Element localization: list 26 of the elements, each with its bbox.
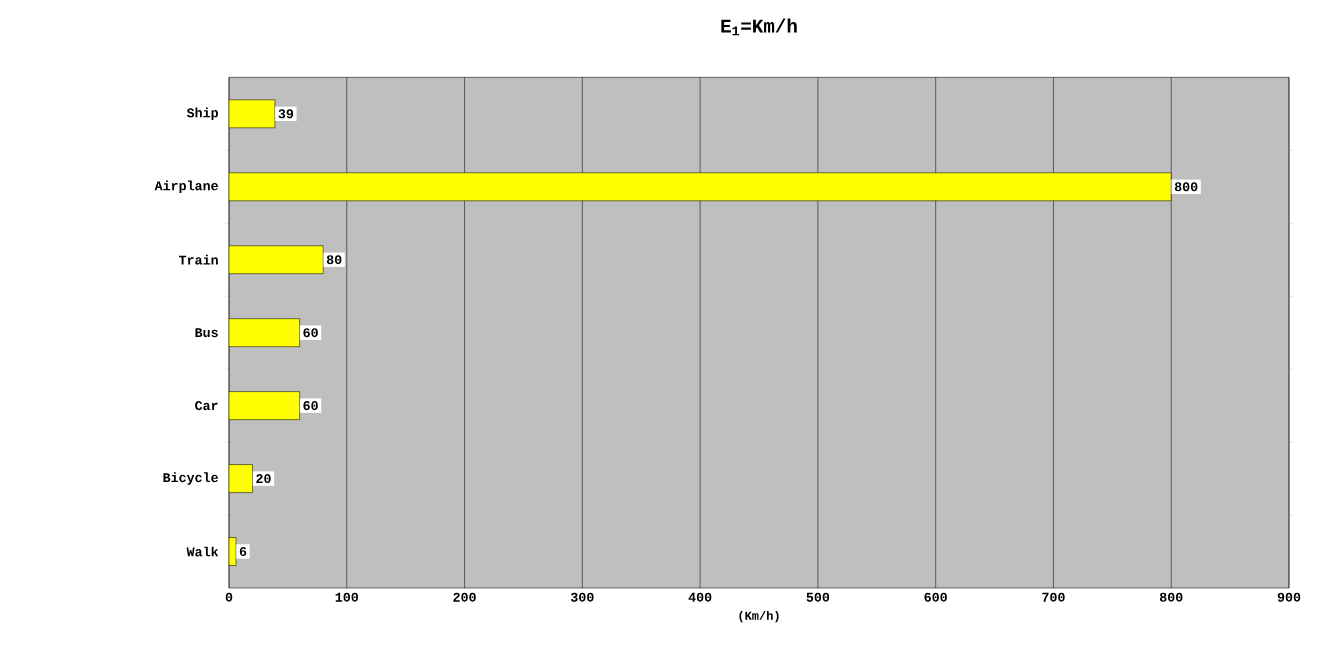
x-tick-label: 0: [225, 592, 233, 602]
data-label: 60: [303, 401, 318, 411]
x-tick-label: 700: [1042, 592, 1065, 602]
x-tick-label: 900: [1277, 592, 1301, 602]
x-tick-label: 600: [924, 592, 947, 602]
y-tick-label: Airplane: [154, 180, 218, 193]
x-axis-title: (Km/h): [739, 610, 779, 623]
data-label: 39: [278, 109, 294, 119]
y-tick-label: Bus: [195, 328, 218, 338]
x-tick-label: 400: [688, 592, 712, 602]
data-label: 60: [303, 328, 318, 338]
x-tick-label: 800: [1159, 592, 1183, 602]
x-tick-label: 300: [570, 592, 594, 602]
x-tick-label: 500: [806, 592, 830, 602]
data-label: 800: [1174, 182, 1198, 192]
data-label: 20: [256, 474, 271, 484]
x-tick-label: 100: [335, 592, 359, 602]
y-tick-label: Ship: [186, 107, 218, 121]
chart-title: E$_{1}$=Km/h: [721, 18, 797, 36]
x-tick-label: 200: [453, 592, 476, 602]
y-tick-label: Train: [178, 254, 218, 265]
y-tick-label: Walk: [186, 546, 219, 557]
y-tick-label: Car: [195, 401, 218, 411]
data-label: 6: [239, 547, 247, 557]
data-label: 80: [326, 255, 342, 265]
y-tick-label: Bicycle: [163, 472, 218, 485]
